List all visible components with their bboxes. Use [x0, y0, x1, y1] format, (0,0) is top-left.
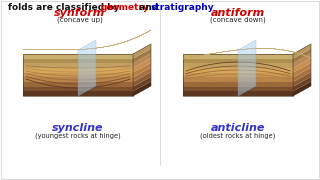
Polygon shape	[23, 91, 133, 96]
Polygon shape	[23, 30, 151, 50]
Polygon shape	[183, 48, 311, 58]
Polygon shape	[133, 81, 151, 96]
Polygon shape	[23, 87, 133, 91]
Text: folds are classified by: folds are classified by	[8, 3, 123, 12]
Polygon shape	[293, 49, 311, 63]
Polygon shape	[293, 53, 311, 68]
Polygon shape	[183, 48, 311, 58]
Text: stratigraphy: stratigraphy	[151, 3, 215, 12]
Polygon shape	[293, 44, 311, 59]
Polygon shape	[183, 48, 311, 58]
Polygon shape	[293, 58, 311, 73]
Polygon shape	[23, 30, 151, 50]
Polygon shape	[23, 73, 133, 77]
Polygon shape	[183, 87, 293, 91]
Polygon shape	[183, 63, 293, 68]
Polygon shape	[78, 40, 96, 96]
Polygon shape	[183, 48, 311, 58]
Polygon shape	[183, 68, 293, 73]
Polygon shape	[133, 58, 151, 73]
Polygon shape	[293, 63, 311, 77]
Polygon shape	[133, 49, 151, 63]
Polygon shape	[23, 63, 133, 68]
Polygon shape	[183, 73, 293, 77]
Polygon shape	[293, 77, 311, 91]
Polygon shape	[23, 30, 151, 50]
Polygon shape	[23, 30, 151, 50]
Polygon shape	[23, 77, 133, 82]
Polygon shape	[238, 40, 256, 96]
Polygon shape	[133, 53, 151, 68]
Polygon shape	[183, 48, 311, 58]
Polygon shape	[183, 48, 311, 58]
Polygon shape	[293, 81, 311, 96]
Polygon shape	[23, 30, 151, 50]
Text: anticline: anticline	[211, 123, 265, 133]
Text: syncline: syncline	[52, 123, 104, 133]
Polygon shape	[133, 72, 151, 87]
Text: (youngest rocks at hinge): (youngest rocks at hinge)	[35, 133, 121, 139]
Polygon shape	[23, 30, 151, 50]
Polygon shape	[183, 48, 311, 58]
Polygon shape	[293, 72, 311, 87]
Polygon shape	[183, 77, 293, 82]
Text: (concave down): (concave down)	[210, 17, 266, 23]
Text: (concave up): (concave up)	[57, 17, 103, 23]
Polygon shape	[23, 54, 133, 59]
Polygon shape	[183, 59, 293, 63]
Polygon shape	[23, 30, 151, 50]
Text: geometry: geometry	[101, 3, 150, 12]
Polygon shape	[23, 68, 133, 73]
Polygon shape	[133, 44, 151, 59]
Polygon shape	[133, 63, 151, 77]
Polygon shape	[183, 82, 293, 87]
Polygon shape	[133, 67, 151, 82]
Polygon shape	[23, 82, 133, 87]
Polygon shape	[183, 54, 293, 59]
Text: synform: synform	[54, 8, 106, 18]
Polygon shape	[183, 48, 311, 58]
Text: and: and	[136, 3, 161, 12]
Polygon shape	[133, 77, 151, 91]
Text: antiform: antiform	[211, 8, 265, 18]
Polygon shape	[23, 30, 151, 50]
Text: (oldest rocks at hinge): (oldest rocks at hinge)	[200, 133, 276, 139]
Polygon shape	[293, 67, 311, 82]
Polygon shape	[23, 59, 133, 63]
Polygon shape	[183, 91, 293, 96]
